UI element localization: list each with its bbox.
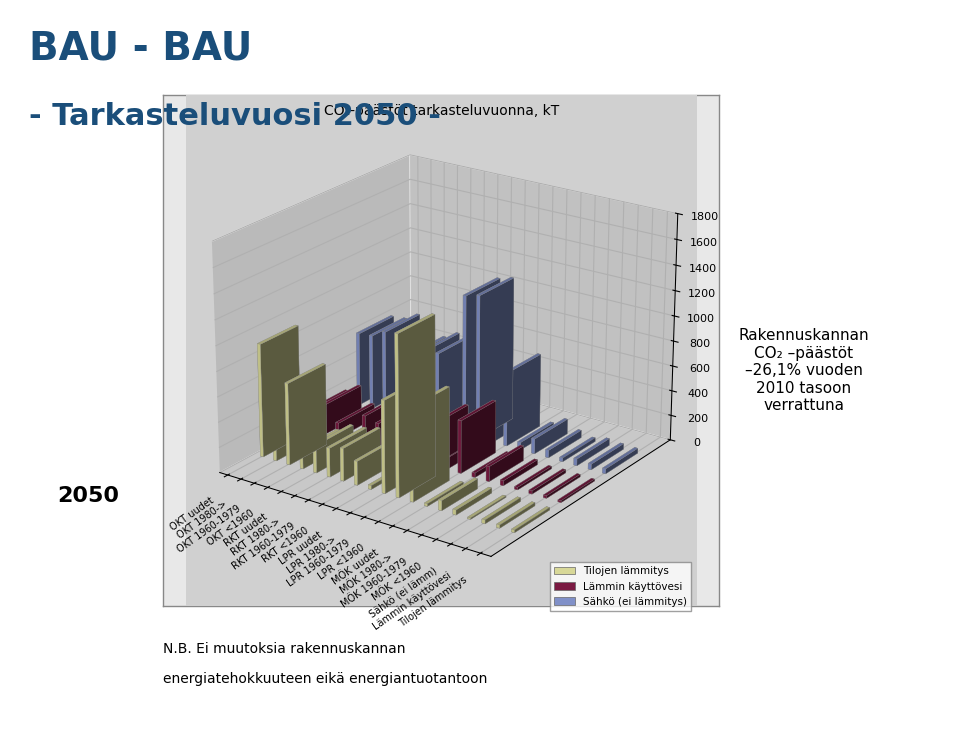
Text: - Tarkasteluvuosi 2050 -: - Tarkasteluvuosi 2050 - [29,102,440,131]
Legend: Tilojen lämmitys, Lämmin käyttövesi, Sähkö (ei lämmitys): Tilojen lämmitys, Lämmin käyttövesi, Säh… [550,562,691,611]
Text: energiatehokkuuteen eikä energiantuotantoon: energiatehokkuuteen eikä energiantuotant… [163,672,487,685]
Text: 2050: 2050 [58,486,120,507]
Text: Rakennuskannan
CO₂ –päästöt
–26,1% vuoden
2010 tasoon
verrattuna: Rakennuskannan CO₂ –päästöt –26,1% vuode… [738,328,869,413]
Title: CO₂-päästöt tarkasteluvuonna, kT: CO₂-päästöt tarkasteluvuonna, kT [323,104,559,118]
Text: N.B. Ei muutoksia rakennuskannan: N.B. Ei muutoksia rakennuskannan [163,642,406,656]
Text: BAU - BAU: BAU - BAU [29,29,252,67]
